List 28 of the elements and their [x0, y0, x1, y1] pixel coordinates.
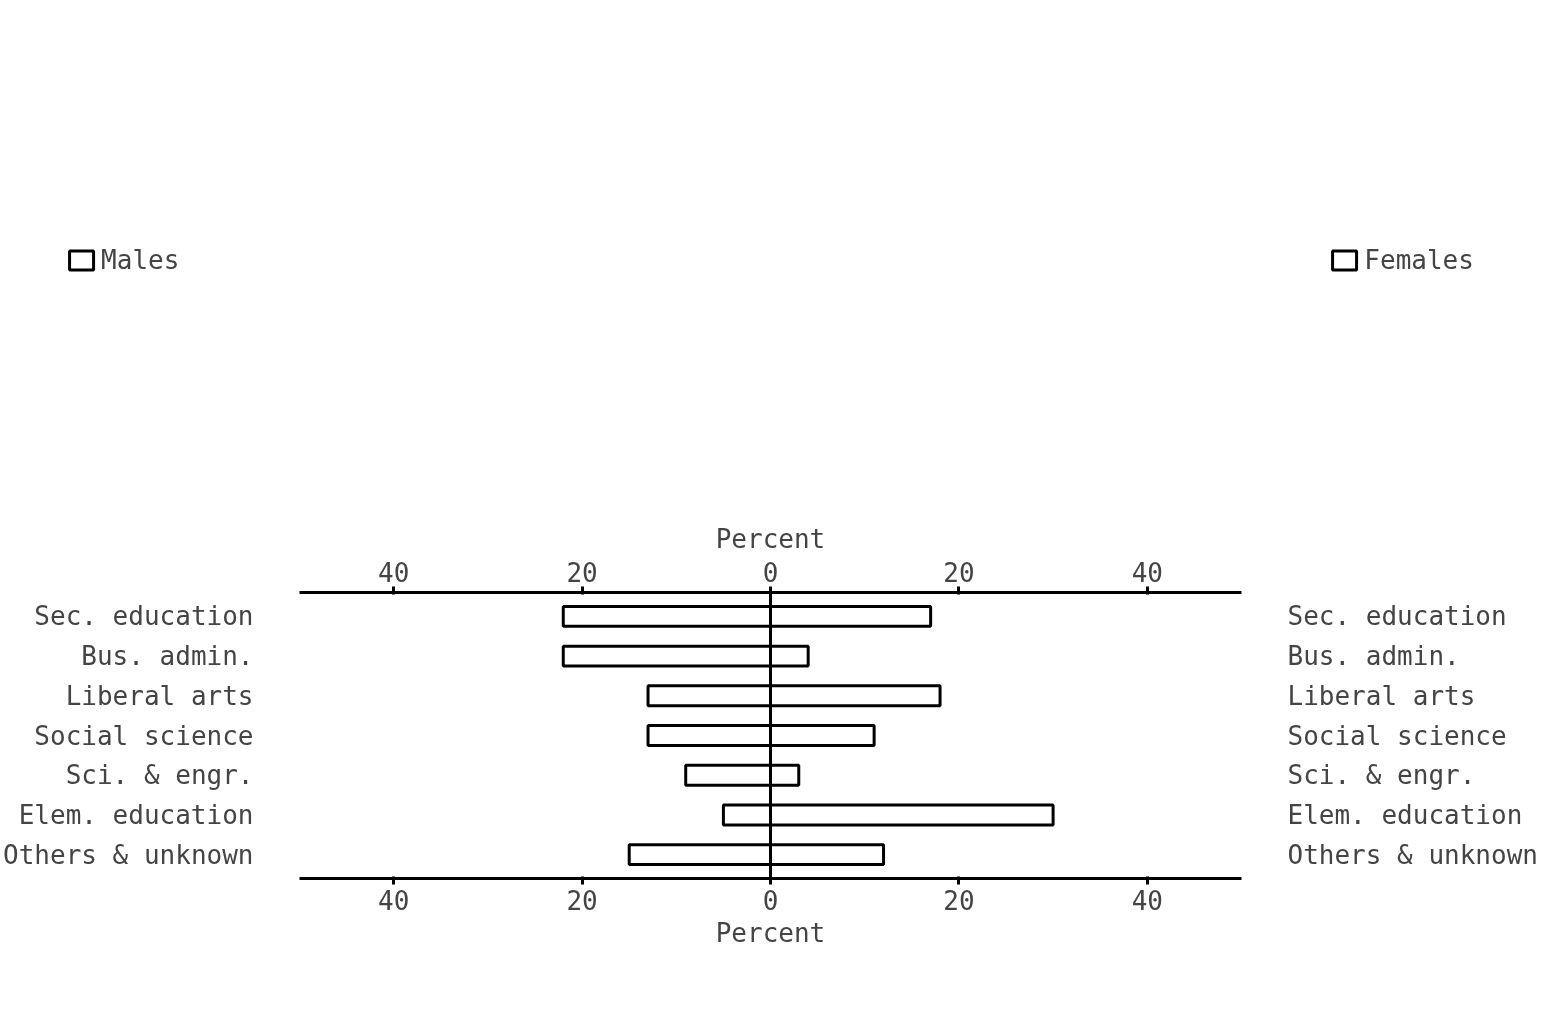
category-label: Bus. admin.	[1287, 641, 1460, 672]
category-label: Liberal arts	[1287, 680, 1476, 711]
y-tick-label: Elem. education	[18, 799, 254, 830]
x-tick-label: 0	[762, 557, 779, 588]
x2-tick-label: 20	[566, 885, 598, 916]
category-label: Elem. education	[1287, 799, 1523, 830]
category-label: Others & unknown	[1287, 839, 1538, 870]
legend-label: Males	[101, 244, 180, 275]
x-tick-label: 40	[378, 557, 410, 588]
x-axis-title: Percent	[715, 917, 826, 948]
y-tick-label: Sci. & engr.	[65, 760, 254, 791]
x-tick-label: 20	[943, 557, 975, 588]
legend-label: Females	[1364, 244, 1474, 275]
y-tick-label: Sec. education	[34, 601, 254, 632]
y-tick-label: Bus. admin.	[81, 641, 254, 672]
x-tick-label: 20	[566, 557, 598, 588]
category-label: Sci. & engr.	[1287, 760, 1476, 791]
y-tick-label: Others & unknown	[3, 839, 254, 870]
x2-axis-title: Percent	[715, 523, 826, 554]
x-tick-label: 40	[1131, 557, 1163, 588]
y-tick-label: Liberal arts	[65, 680, 254, 711]
x2-tick-label: 40	[1131, 885, 1163, 916]
category-label: Social science	[1287, 720, 1507, 751]
x2-tick-label: 40	[378, 885, 410, 916]
category-label: Sec. education	[1287, 601, 1507, 632]
y-tick-label: Social science	[34, 720, 254, 751]
x2-tick-label: 0	[762, 885, 779, 916]
x2-tick-label: 20	[943, 885, 975, 916]
